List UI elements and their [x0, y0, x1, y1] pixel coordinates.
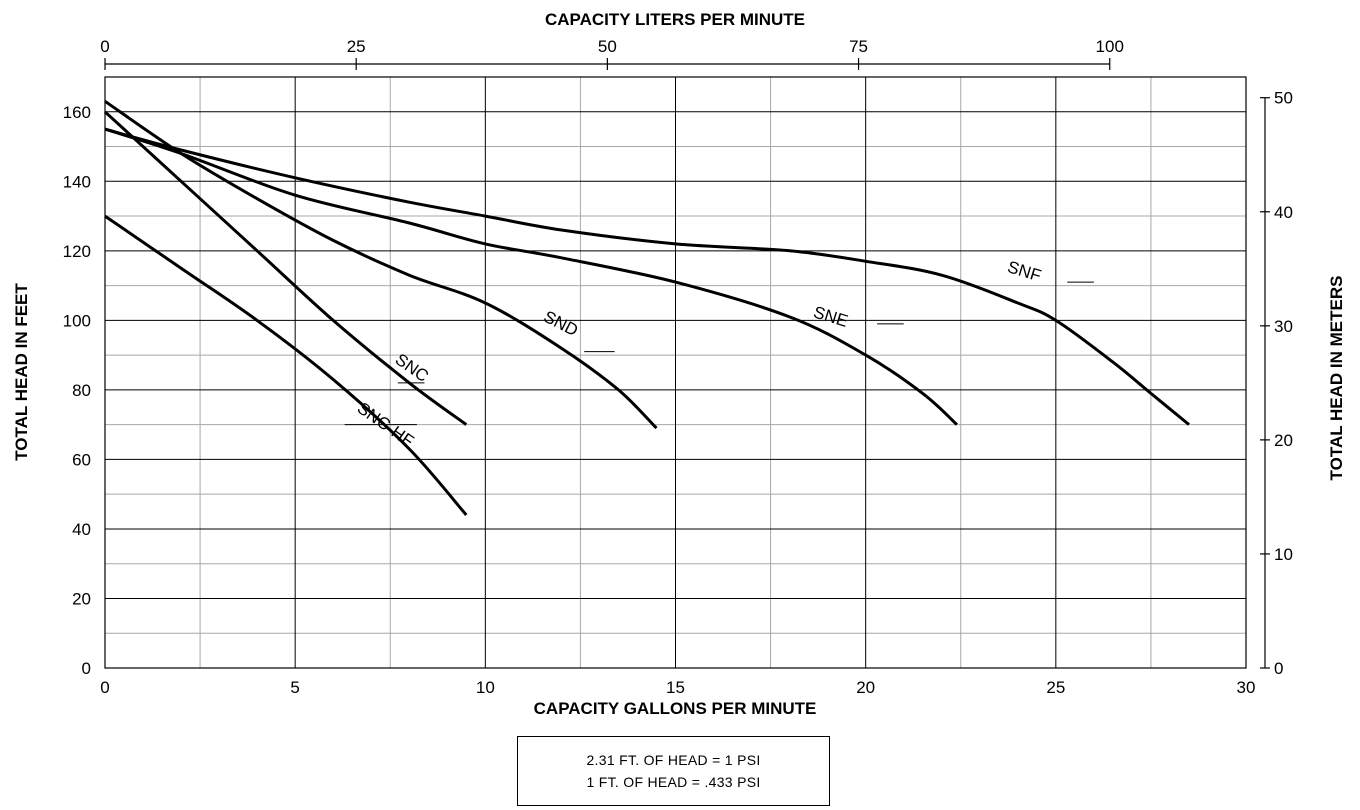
top-axis-tick-label: 25	[347, 37, 366, 56]
pressure-conversion-note: 2.31 FT. OF HEAD = 1 PSI 1 FT. OF HEAD =…	[517, 736, 830, 806]
x-tick-label: 15	[666, 678, 685, 697]
plot-frame	[104, 76, 1247, 669]
major-grid	[105, 77, 1246, 668]
y-axis-ticks: 0 20 40 60 80 100 120 140 160	[63, 103, 91, 678]
x-tick-label: 25	[1046, 678, 1065, 697]
top-axis-title: CAPACITY LITERS PER MINUTE	[545, 10, 805, 29]
y-tick-label: 100	[63, 311, 91, 330]
right-axis-tick-label: 40	[1274, 203, 1293, 222]
pump-curves	[103, 100, 1190, 516]
y-tick-label: 20	[72, 589, 91, 608]
x-tick-label: 5	[290, 678, 299, 697]
curve-label-snf: SNF	[1005, 257, 1043, 285]
y-axis-title: TOTAL HEAD IN FEET	[12, 283, 31, 461]
curve-snf	[104, 127, 1190, 426]
top-axis-tick-label: 0	[100, 37, 109, 56]
curve-snd	[104, 100, 658, 430]
x-tick-label: 30	[1237, 678, 1256, 697]
note-line-1: 2.31 FT. OF HEAD = 1 PSI	[586, 752, 761, 768]
y-tick-label: 40	[72, 520, 91, 539]
right-axis-title: TOTAL HEAD IN METERS	[1327, 276, 1346, 481]
right-axis-tick-label: 50	[1274, 89, 1293, 108]
curve-label-sne: SNE	[811, 303, 850, 331]
y-tick-label: 160	[63, 103, 91, 122]
top-axis: 0 25 50 75 100	[100, 37, 1124, 70]
right-axis: 0 10 20 30 40 50	[1260, 89, 1293, 678]
x-tick-label: 0	[100, 678, 109, 697]
y-tick-label: 0	[82, 659, 91, 678]
x-tick-label: 20	[856, 678, 875, 697]
top-axis-tick-label: 75	[849, 37, 868, 56]
right-axis-tick-label: 30	[1274, 317, 1293, 336]
right-axis-tick-label: 20	[1274, 431, 1293, 450]
y-tick-label: 140	[63, 172, 91, 191]
curve-sne	[104, 127, 958, 426]
note-line-2: 1 FT. OF HEAD = .433 PSI	[586, 774, 761, 790]
x-tick-label: 10	[476, 678, 495, 697]
right-axis-tick-label: 0	[1274, 659, 1283, 678]
y-tick-label: 60	[72, 450, 91, 469]
y-tick-label: 80	[72, 381, 91, 400]
curve-snc-hf	[104, 214, 468, 516]
curve-label-snd: SND	[541, 307, 582, 340]
right-axis-tick-label: 10	[1274, 545, 1293, 564]
x-axis-title: CAPACITY GALLONS PER MINUTE	[534, 699, 817, 718]
x-axis-ticks: 0 5 10 15 20 25 30	[100, 678, 1255, 697]
top-axis-tick-label: 100	[1096, 37, 1124, 56]
y-tick-label: 120	[63, 242, 91, 261]
top-axis-tick-label: 50	[598, 37, 617, 56]
